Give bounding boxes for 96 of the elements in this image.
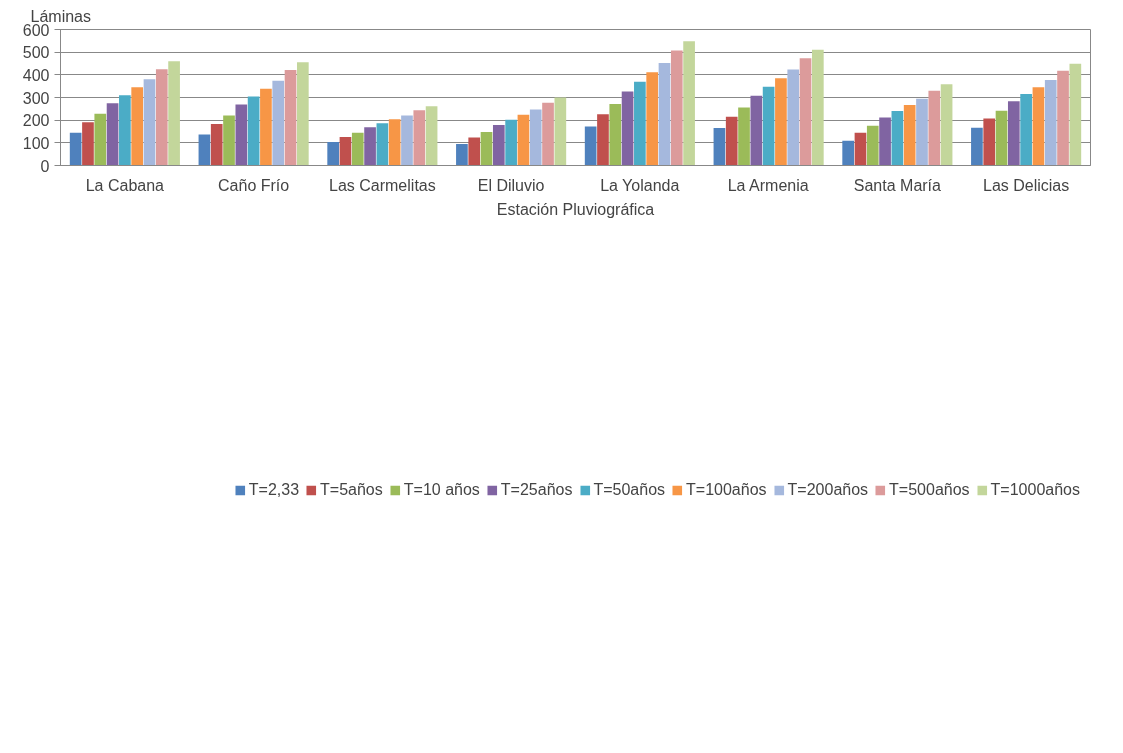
bar: [492, 124, 505, 166]
bar: [106, 103, 119, 166]
legend-label: T=2,33: [248, 481, 300, 499]
bar: [376, 123, 389, 166]
bar: [799, 58, 812, 166]
bar: [891, 111, 904, 166]
bar: [247, 96, 260, 166]
bar: [940, 84, 953, 166]
bar: [143, 79, 156, 166]
legend-label: T=25años: [500, 481, 573, 499]
bar: [762, 86, 775, 166]
bar: [713, 128, 726, 166]
bar: [854, 132, 867, 166]
bar: [364, 127, 376, 166]
bar: [260, 88, 272, 166]
x-tick-label: Caño Frío: [218, 176, 290, 194]
bar: [879, 117, 891, 166]
bar: [670, 50, 683, 166]
bar: [119, 95, 131, 166]
bar: [1032, 87, 1045, 166]
x-tick-label: La Cabana: [85, 176, 165, 194]
bar: [284, 70, 297, 166]
bar: [866, 125, 879, 166]
bar: [903, 104, 916, 166]
bar: [210, 124, 223, 166]
bar: [401, 115, 413, 166]
bar: [542, 102, 554, 166]
bar: [842, 140, 855, 166]
bar: [413, 110, 426, 166]
legend-label: T=5años: [320, 481, 383, 499]
y-tick-label: 200: [22, 112, 50, 130]
bar: [198, 134, 211, 166]
bar: [811, 49, 824, 166]
bar: [155, 69, 168, 166]
x-tick-label: Las Delicias: [983, 176, 1070, 194]
bar: [775, 78, 787, 166]
bar: [296, 62, 309, 166]
bar: [272, 80, 285, 166]
bar: [69, 132, 82, 166]
bar: [983, 118, 996, 166]
bar: [750, 95, 763, 166]
bar: [1007, 101, 1020, 166]
x-axis-title: Estación Pluviográfica: [496, 200, 655, 218]
legend-label: T=1000años: [990, 481, 1080, 499]
x-tick-label: Santa María: [853, 176, 942, 194]
bar: [480, 131, 493, 166]
bar: [597, 114, 609, 166]
bar: [646, 72, 659, 166]
bar: [388, 119, 401, 166]
bar: [1044, 80, 1057, 166]
bar: [351, 132, 364, 166]
bar: [621, 91, 634, 166]
bar: [683, 41, 695, 166]
legend-label: T=200años: [787, 481, 869, 499]
bar: [235, 104, 248, 166]
x-tick-label: El Diluvio: [477, 176, 545, 194]
bar: [327, 141, 340, 166]
y-tick-label: 400: [22, 66, 50, 84]
y-tick-label: 300: [22, 89, 50, 107]
bar: [916, 98, 928, 166]
legend-label: T=100años: [686, 481, 767, 499]
legend-label: T=50años: [593, 481, 666, 499]
y-tick-label: 100: [22, 134, 50, 152]
bar: [928, 90, 941, 166]
bar: [505, 119, 517, 166]
bar: [168, 61, 180, 166]
legend-label: T=10 años: [403, 481, 480, 499]
bar: [971, 127, 983, 166]
bar: [339, 136, 352, 166]
bar: [609, 104, 622, 166]
bar: [82, 122, 94, 166]
legend-label: T=500años: [889, 481, 970, 499]
y-tick-label: 500: [22, 44, 50, 62]
x-tick-label: Las Carmelitas: [329, 176, 436, 194]
bar: [634, 81, 646, 166]
bar: [517, 114, 530, 166]
bar: [787, 69, 800, 166]
bar: [725, 116, 738, 166]
bar: [1069, 63, 1082, 166]
bar: [1020, 94, 1032, 166]
bar: [94, 113, 107, 166]
bar: [1057, 70, 1069, 166]
bar: [223, 115, 235, 166]
bar: [584, 126, 597, 166]
x-tick-label: La Armenia: [727, 176, 809, 194]
bar: [131, 87, 144, 166]
bar: [468, 137, 481, 166]
y-tick-label: 0: [40, 157, 50, 175]
bar: [995, 110, 1008, 166]
bar: [456, 143, 468, 166]
bar: [529, 109, 542, 166]
x-tick-label: La Yolanda: [600, 176, 680, 194]
bar: [554, 97, 567, 166]
bar: [425, 106, 438, 166]
bar: [658, 63, 671, 166]
bar: [738, 107, 750, 166]
